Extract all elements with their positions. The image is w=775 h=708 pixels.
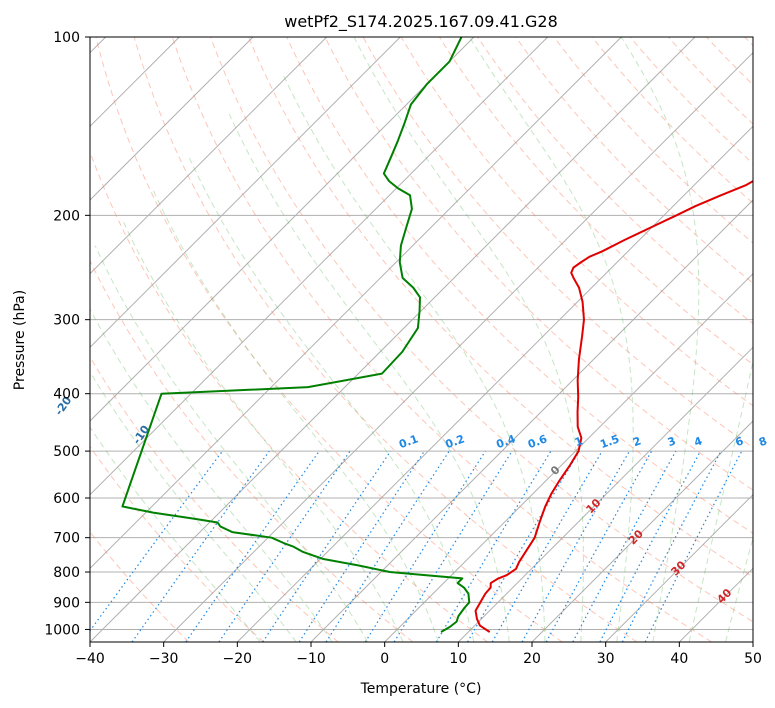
moist-adiabat-10 <box>188 157 475 642</box>
isotherm-0 <box>384 272 753 642</box>
dry-adiabat-10 <box>90 150 488 642</box>
mixing-ratio-line-4 <box>393 450 513 642</box>
x-axis-ticks: −40 −30 −20 −10 0 10 20 30 40 50 <box>75 642 762 667</box>
mixing-ratio-label: 3 <box>666 434 678 449</box>
dry-adiabat-30 <box>133 37 638 642</box>
dry-adiabat-140 <box>553 37 753 244</box>
moist-adiabat--15 <box>90 370 297 642</box>
isotherm--100 <box>90 37 254 201</box>
mixing-ratio-label: 1.5 <box>598 432 621 451</box>
dry-adiabat-70 <box>286 37 753 534</box>
y-axis-ticks: 1000 900 800 700 600 500 400 300 200 100 <box>44 30 90 638</box>
dry-adiabat-100 <box>400 37 753 407</box>
dry-adiabat-80 <box>324 37 753 491</box>
mixing-ratio-line-0.4 <box>185 450 320 642</box>
isotherm--80 <box>90 37 401 349</box>
y-tick-label: 900 <box>53 595 80 611</box>
isotherm--70 <box>90 37 475 422</box>
y-tick-label: 1000 <box>44 622 80 638</box>
y-axis-label: Pressure (hPa) <box>12 290 28 390</box>
isotherm--50 <box>90 37 622 570</box>
isotherm-20 <box>531 420 753 642</box>
isotherm--10 <box>310 199 753 642</box>
x-tick-label: 10 <box>449 651 467 667</box>
x-tick-label: −30 <box>149 651 179 667</box>
y-tick-label: 200 <box>53 208 80 224</box>
y-tick-label: 100 <box>53 30 80 46</box>
isotherm--90 <box>90 37 328 275</box>
mixing-ratio-line-3 <box>364 450 486 642</box>
x-tick-label: 40 <box>670 651 688 667</box>
moist-adiabat-35 <box>620 37 700 642</box>
mixing-ratio-label: 0.2 <box>444 432 467 451</box>
isotherm--30 <box>163 51 753 642</box>
y-tick-label: 300 <box>53 313 80 329</box>
y-tick-label: 600 <box>53 491 80 507</box>
moist-adiabat-40 <box>688 358 753 642</box>
plot-frame <box>89 36 754 643</box>
moist-adiabat-5 <box>151 188 439 642</box>
dry-adiabat-50 <box>210 37 753 623</box>
dry-adiabat-20 <box>95 37 563 642</box>
y-tick-label: 800 <box>53 565 80 581</box>
mixing-ratio-line-2 <box>325 450 450 642</box>
mixing-ratio-label: 6 <box>734 434 746 449</box>
mixing-ratio-line-25 <box>599 450 702 642</box>
moist-adiabat-0 <box>122 221 404 642</box>
isotherm-30 <box>605 493 753 642</box>
x-tick-label: 20 <box>523 651 541 667</box>
moist-adiabat-15 <box>228 114 510 642</box>
dry-adiabat-110 <box>439 37 753 366</box>
x-axis-label: Temperature (°C) <box>360 681 482 697</box>
mixing-ratio-lines <box>90 450 743 642</box>
moist-adiabat-25 <box>353 37 584 642</box>
y-tick-label: 700 <box>53 531 80 547</box>
temperature-profile-line <box>474 179 753 633</box>
skewed-isotherms <box>90 37 753 642</box>
moist-adiabat--5 <box>94 245 369 642</box>
isotherm-10 <box>457 346 753 642</box>
dry-adiabat-130 <box>515 37 753 284</box>
moist-adiabat-45 <box>725 536 753 642</box>
x-tick-label: −10 <box>296 651 326 667</box>
mixing-ratio-line-6 <box>435 450 552 642</box>
mixing-ratio-label: 0.6 <box>526 432 549 451</box>
x-tick-label: −20 <box>223 651 253 667</box>
dry-adiabat-60 <box>248 37 753 578</box>
dry-adiabat-0 <box>90 259 414 642</box>
dry-adiabat-90 <box>362 37 753 449</box>
mixing-ratio-label: 0.1 <box>397 432 420 451</box>
y-tick-label: 500 <box>53 444 80 460</box>
mixing-ratio-line-20 <box>572 450 677 642</box>
mixing-ratio-line-1 <box>262 450 392 642</box>
x-tick-label: 30 <box>597 651 615 667</box>
plot-area <box>90 37 753 642</box>
dry-adiabat--20 <box>90 445 264 642</box>
isotherm--40 <box>90 37 696 642</box>
dewpoint-profile-line <box>121 37 471 633</box>
x-tick-label: −40 <box>75 651 105 667</box>
dry-adiabats <box>90 37 753 642</box>
x-tick-label: 0 <box>380 651 389 667</box>
y-tick-label: 400 <box>53 387 80 403</box>
mixing-ratio-line-0.6 <box>218 450 351 642</box>
x-tick-label: 50 <box>744 651 762 667</box>
mixing-ratio-label: 0.4 <box>494 432 517 451</box>
mixing-ratio-line-1.5 <box>298 450 425 642</box>
dry-adiabat-40 <box>171 37 712 642</box>
mixing-ratio-label: 4 <box>692 434 704 449</box>
moist-adiabat--20 <box>90 426 261 642</box>
moist-adiabat--10 <box>90 308 333 642</box>
isobar-grid <box>90 37 753 630</box>
isotherm--60 <box>90 37 549 496</box>
mixing-ratio-label: 8 <box>757 434 769 449</box>
mixing-ratio-label: 1 <box>573 434 585 449</box>
chart-title: wetPf2_S174.2025.167.09.41.G28 <box>284 12 558 32</box>
mixing-ratio-line-8 <box>466 450 580 642</box>
profile-series <box>121 37 753 633</box>
mixing-ratio-line-0.2 <box>131 450 270 642</box>
isotherm--20 <box>236 125 753 642</box>
mixing-ratio-label: 2 <box>631 434 643 449</box>
